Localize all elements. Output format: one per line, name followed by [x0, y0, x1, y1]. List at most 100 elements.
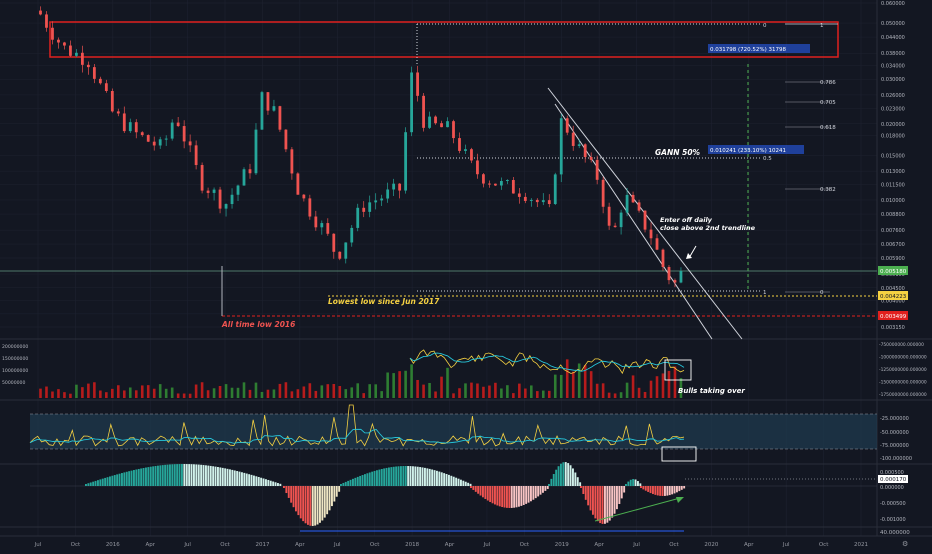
macd-bar	[133, 470, 135, 486]
macd-bar	[123, 472, 126, 486]
volume-bar	[254, 382, 258, 398]
lowest-price-badge: 0.004223	[880, 294, 907, 300]
candle-down	[188, 141, 192, 146]
volume-bar	[506, 385, 509, 398]
macd-bar	[157, 465, 159, 486]
candle-down	[92, 67, 96, 79]
macd-bar	[154, 465, 157, 486]
volume-bar	[577, 363, 581, 398]
price-tick: 0.026000	[881, 93, 905, 99]
macd-bar	[579, 482, 582, 486]
macd-bar	[118, 473, 121, 486]
macd-bar	[537, 486, 540, 497]
macd-bar	[99, 479, 102, 486]
candle-down	[511, 180, 515, 194]
candle-down	[595, 159, 599, 180]
macd-bar	[116, 474, 119, 486]
macd-bar	[262, 478, 265, 486]
macd-bar	[416, 466, 419, 486]
macd-bar	[625, 484, 627, 486]
oscillator-signal	[29, 428, 685, 444]
macd-bar	[457, 478, 460, 486]
macd-bar	[221, 467, 224, 486]
resistance-zone-box[interactable]	[49, 21, 839, 58]
macd-bar	[611, 486, 614, 518]
price-tick: 0.013000	[881, 169, 905, 175]
candle-down	[667, 266, 671, 281]
macd-bar	[333, 486, 336, 502]
volume-bar	[140, 385, 144, 398]
macd-bar	[518, 486, 520, 507]
macd-bar	[207, 465, 210, 486]
candle-up	[464, 149, 467, 151]
macd-bar	[359, 475, 362, 486]
volume-right-tick: -1750000000.000000	[879, 392, 927, 398]
macd-bar	[292, 486, 295, 508]
volume-bar	[553, 374, 557, 398]
oscillator-highlight-box	[661, 446, 697, 462]
oscillator-band	[30, 414, 877, 449]
candle-up	[236, 185, 240, 195]
trendline-2[interactable]	[554, 103, 713, 340]
macd-bar	[467, 482, 470, 486]
price-tick: 0.005100	[881, 272, 905, 278]
time-tick: Oct	[71, 542, 81, 548]
volume-bar	[81, 387, 84, 398]
time-tick: Jul	[782, 542, 790, 548]
atl-price-badge: 0.003499	[880, 314, 907, 320]
macd-bar	[106, 477, 109, 486]
volume-bar	[643, 391, 647, 398]
candle-up	[625, 194, 629, 213]
volume-obv-line	[409, 349, 685, 375]
volume-bar	[320, 385, 324, 398]
candle-down	[51, 27, 54, 40]
volume-obv-ma	[409, 352, 685, 372]
volume-bar	[649, 380, 653, 398]
price-tick: 0.034000	[881, 63, 905, 69]
volume-bar	[93, 382, 96, 398]
macd-bar	[484, 486, 487, 499]
macd-bar	[125, 471, 128, 486]
macd-bar	[197, 464, 200, 486]
candle-up	[350, 227, 354, 243]
macd-bar	[200, 464, 203, 486]
macd-bar	[166, 464, 169, 486]
time-tick: Oct	[370, 542, 380, 548]
macd-bar	[455, 477, 458, 486]
candle-down	[146, 135, 150, 142]
macd-bar	[661, 486, 664, 496]
candle-down	[39, 10, 42, 15]
candle-up	[619, 212, 623, 228]
macd-bar	[171, 464, 174, 486]
macd-bar	[606, 486, 609, 523]
candle-down	[458, 138, 461, 151]
volume-bar	[470, 382, 473, 398]
candle-down	[613, 225, 617, 228]
candle-up	[356, 207, 360, 228]
macd-bar	[97, 480, 99, 486]
macd-bar	[274, 482, 277, 486]
enter-annotation-line1: Enter off daily	[660, 216, 713, 224]
macd-bar	[460, 479, 462, 486]
time-tick: Oct	[220, 542, 230, 548]
macd-bar	[548, 484, 550, 486]
volume-bar	[278, 383, 282, 398]
bottom-axis-value: 40.000000	[880, 530, 910, 536]
volume-bar	[404, 370, 407, 398]
macd-bar	[236, 471, 239, 486]
price-tick: 0.015000	[881, 153, 905, 159]
time-tick: Oct	[520, 542, 530, 548]
settings-icon[interactable]: ⚙	[902, 540, 908, 548]
macd-bar	[297, 486, 300, 516]
macd-bar	[527, 486, 530, 503]
candle-down	[607, 206, 611, 226]
volume-tick: 150000000	[2, 356, 28, 362]
volume-bars	[39, 359, 683, 398]
macd-tick: -0.001000	[880, 517, 906, 523]
macd-bar	[164, 464, 167, 486]
macd-bar	[486, 486, 489, 501]
candle-up	[158, 139, 162, 146]
candle-up	[260, 92, 264, 130]
candle-down	[547, 200, 551, 204]
time-tick: Apr	[744, 542, 754, 548]
